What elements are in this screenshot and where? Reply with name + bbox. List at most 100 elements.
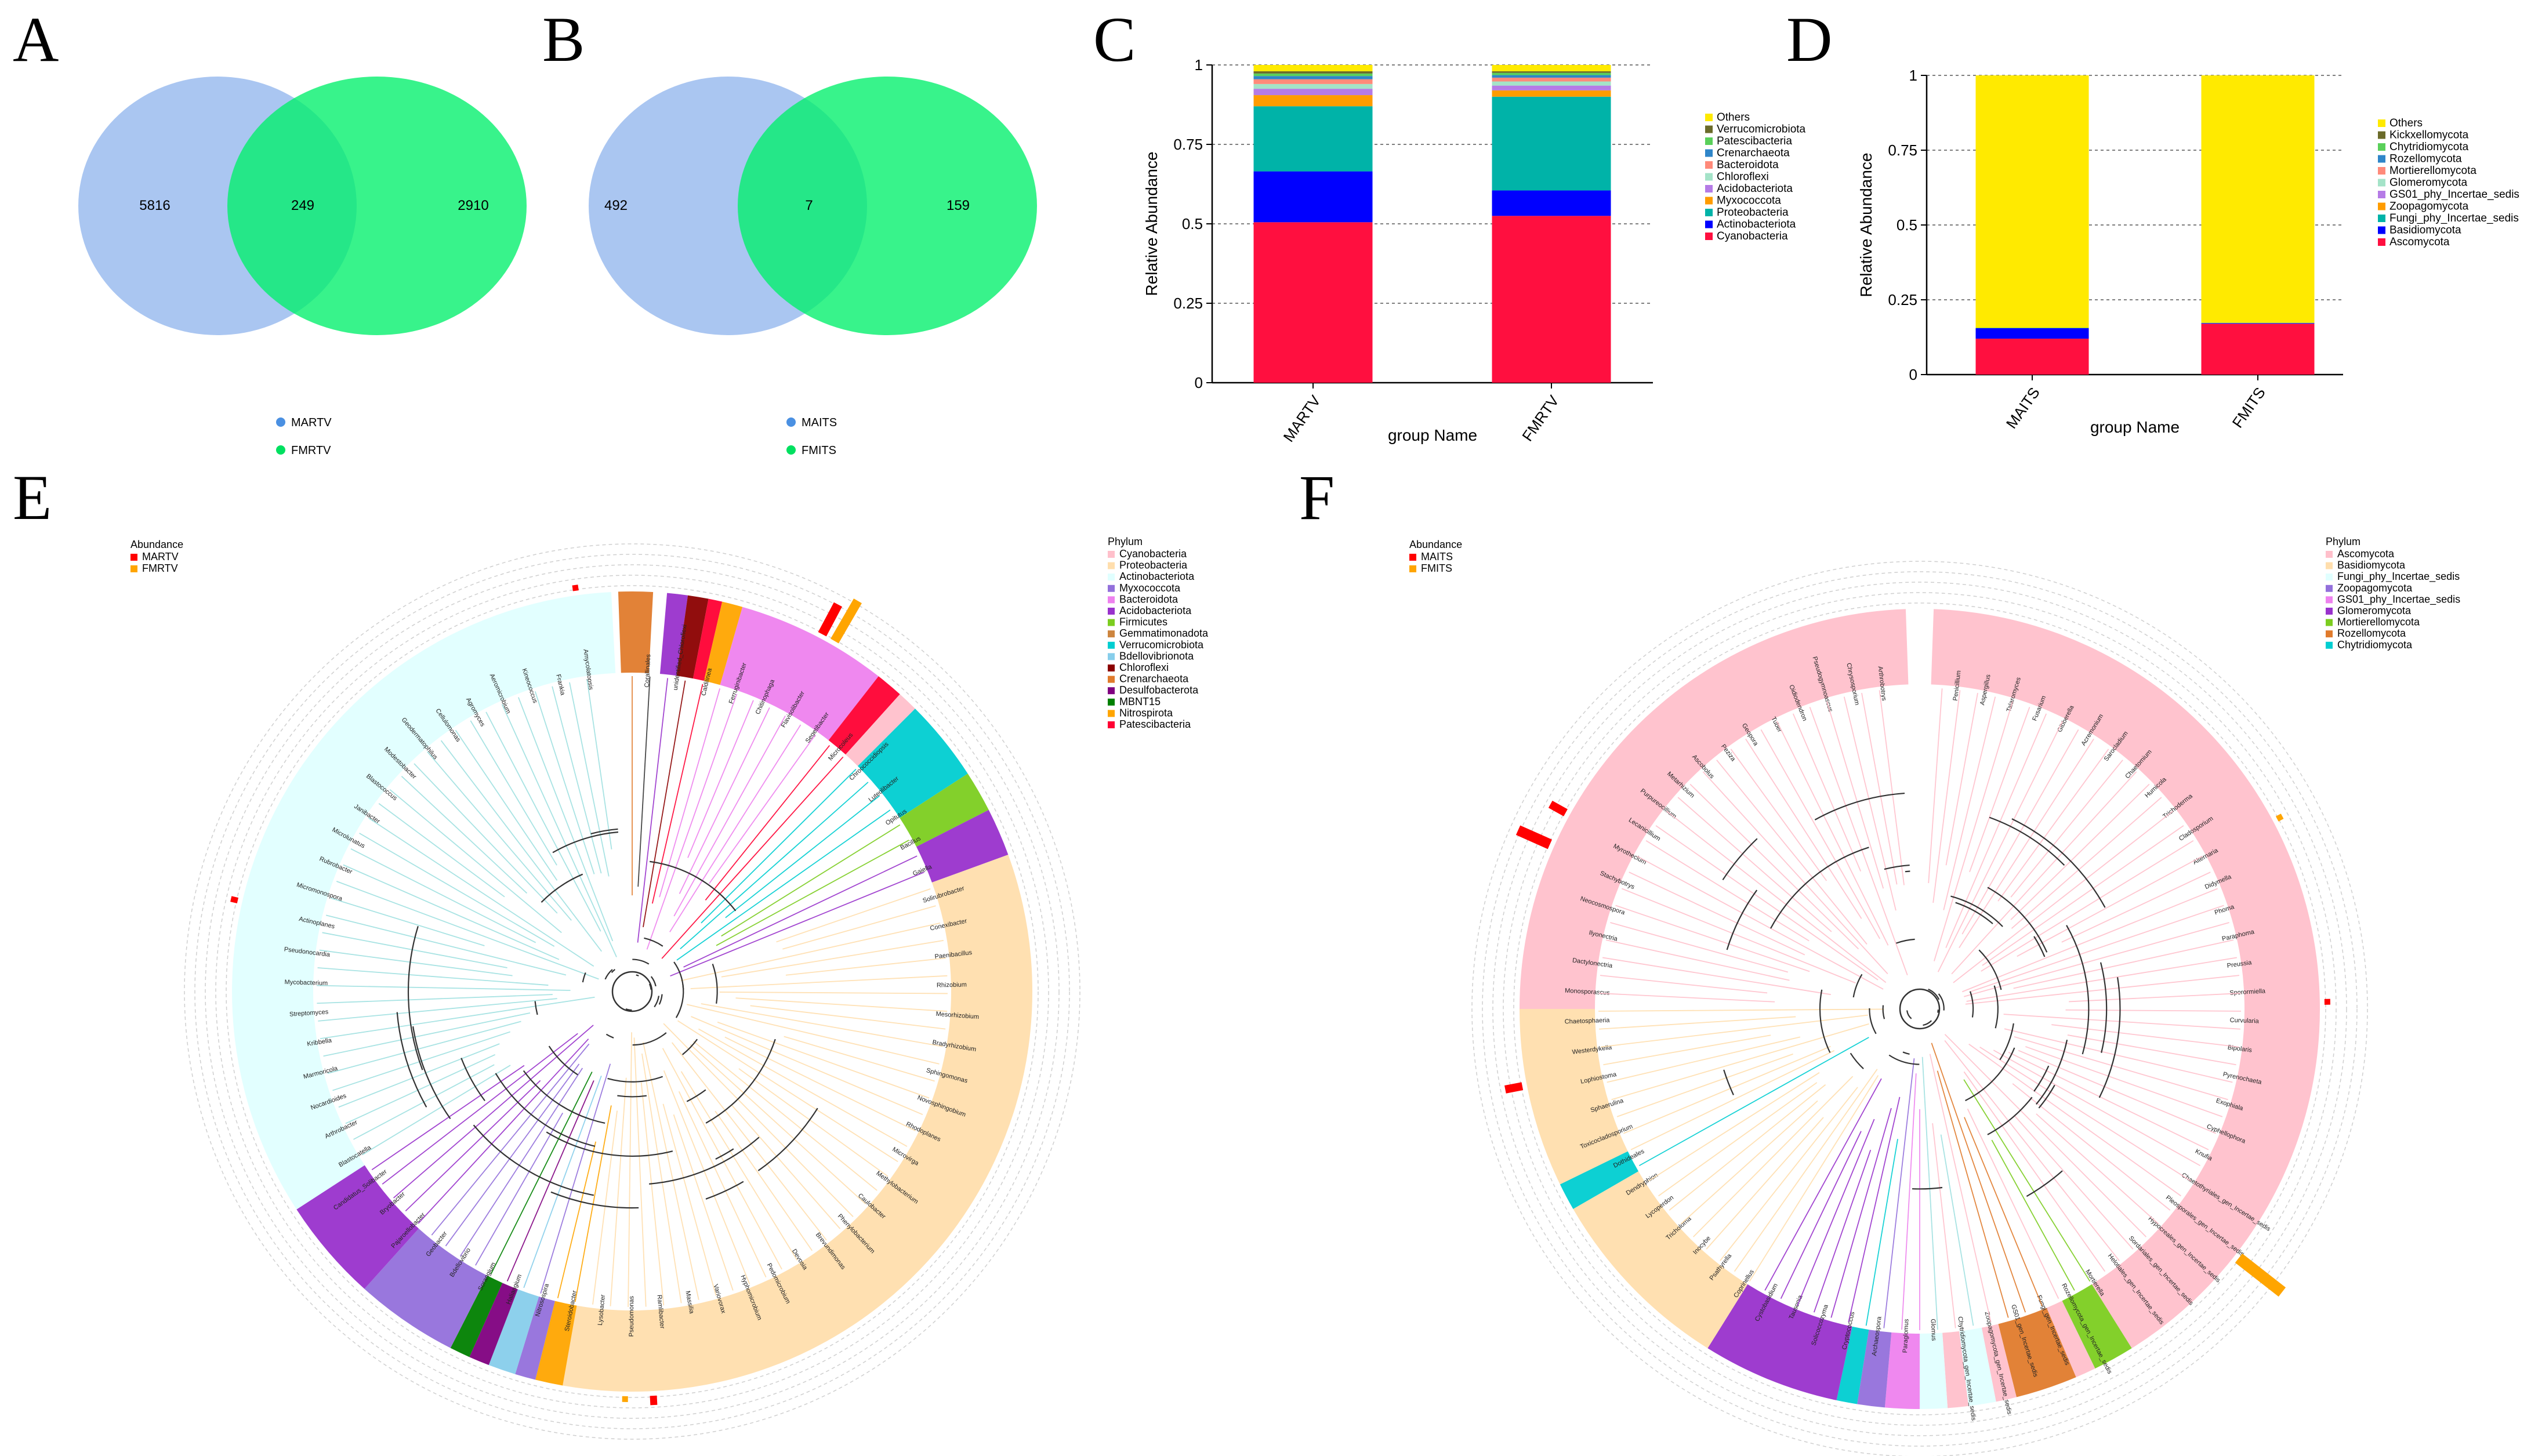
legend-swatch-c-5 [1705,173,1713,181]
tree-branch-f-95 [1666,811,1887,983]
tree-branch-e-35 [691,1016,923,1115]
tip-label-f-34: Glomus [1929,1319,1937,1341]
tree-branch-e-6 [646,693,738,950]
tree-arc-e-22 [495,1073,596,1147]
tree-branch-f-94 [1655,825,1879,981]
bar-segment-c-fmrtv-3 [1492,90,1611,97]
legend-label-d-9: Basidiomycota [2389,224,2461,237]
tree-arc-e-25 [649,1137,760,1185]
bar-segment-c-fmrtv-0 [1492,216,1611,383]
tree-branch-f-57 [1883,1058,1915,1328]
tree-branch-e-17 [676,809,891,961]
bar-segment-d-maits-1 [1975,328,2089,339]
phylum-legend-label-f-5: Glomeromycota [2337,605,2412,616]
tree-branch-e-16 [725,795,880,918]
tree-branch-e-51 [662,1103,717,1296]
phylum-legend-swatch-e-2 [1108,573,1115,581]
bar-segment-d-maits-2 [1975,328,2089,329]
tree-branch-f-89 [1615,905,1810,972]
outer-ring-f-3 [1482,571,2358,1447]
x-axis-title-d: group Name [2090,418,2180,436]
phylum-legend-swatch-e-0 [1108,551,1115,558]
tree-branch-f-0 [1928,688,1943,883]
tree-arc-f-2 [1969,991,1974,1018]
tree-branch-e-3 [643,680,686,928]
tree-branch-f-6 [1945,713,2047,948]
tree-branch-f-11 [2010,760,2123,898]
abundance-bar-e-1 [831,598,862,644]
tree-branch-f-82 [1599,1016,1796,1030]
abundance-legend-label-f-1: FMITS [1421,562,1452,574]
venn-a-right-circle [227,77,527,335]
tree-arc-e-38 [617,1095,647,1098]
y-tick-label-c-4: 1 [1195,56,1203,74]
tree-branch-e-28 [719,992,948,994]
tree-branch-e-46 [680,1071,798,1261]
tree-branch-f-92 [1637,855,1884,990]
phylum-sector-e-5 [720,607,879,740]
abundance-legend-title-f: Abundance [1409,539,1462,550]
tree-branch-e-4 [651,684,704,904]
tree-branch-f-42 [2014,1116,2134,1250]
tree-arc-f-4 [2033,1065,2050,1092]
legend-swatch-c-4 [1705,161,1713,169]
tree-arc-e-13 [611,969,616,973]
venn-a-legend-label-2: FMRTV [291,444,331,457]
phylum-sector-e-15 [469,1283,518,1366]
tree-arc-e-24 [590,828,618,834]
phylum-sector-f-11 [1707,1284,1852,1400]
tree-arc-f-3 [1987,887,2048,953]
venn-b-right-circle [738,77,1037,335]
legend-swatch-d-7 [2378,202,2385,210]
tree-arc-f-26 [1882,1005,1885,1019]
abundance-legend-label-e-1: FMRTV [142,562,178,574]
tree-arc-f-15 [1726,889,1758,950]
bar-segment-d-fmits-0 [2201,324,2315,375]
panel-letter-e: E [13,462,52,533]
tree-branch-e-18 [721,824,901,937]
tree-branch-f-49 [1931,1043,2026,1313]
tree-branch-f-24 [1966,957,2238,1002]
x-axis-title-c: group Name [1388,426,1477,444]
abundance-bar-f-1 [1548,800,1568,816]
tree-branch-e-80 [323,1012,531,1057]
tree-branch-f-52 [1940,1134,1974,1326]
tree-branch-f-76 [1623,1045,1831,1134]
tree-arc-f-38 [1884,864,1910,870]
bar-segment-c-fmrtv-2 [1492,96,1611,191]
phylum-sector-f-15 [1519,609,1909,1009]
tree-arc-f-16 [1722,838,1758,881]
venn-a-right-count: 2910 [458,198,488,213]
tree-branch-e-108 [569,682,610,877]
abundance-bar-e-4 [230,896,239,903]
tree-branch-f-71 [1669,1084,1826,1211]
tree-branch-e-30 [750,1005,946,1030]
tree-branch-f-65 [1749,1075,1879,1282]
tree-branch-f-77 [1616,1053,1793,1117]
tree-arc-e-7 [632,958,650,965]
tree-branch-e-19 [716,840,909,946]
tree-arc-e-10 [607,1076,663,1083]
tree-branch-f-45 [1963,1079,2091,1282]
tree-branch-e-100 [440,740,603,952]
tree-root-f [1899,988,1941,1030]
legend-label-c-2: Patescibacteria [1717,135,1792,147]
venn-diagram-b: 492 7 159 MAITS FMITS [589,77,1037,457]
tree-arc-f-12 [2033,936,2046,957]
phylum-legend-swatch-f-8 [2326,641,2333,649]
phylum-legend-label-e-7: Gemmatimonadota [1119,627,1209,639]
tip-label-e-49: Streptomyces [289,1008,329,1018]
venn-a-left-count: 5816 [139,198,170,213]
tree-branch-e-62 [523,1075,602,1288]
tree-branch-e-99 [427,751,572,921]
y-tick-label-c-2: 0.5 [1182,215,1203,233]
tree-arc-f-7 [1987,1096,2033,1135]
phylum-legend-swatch-e-13 [1108,698,1115,706]
venn-a-legend-label-1: MARTV [291,416,332,429]
tree-arc-f-20 [1896,938,1915,944]
tree-branch-e-50 [673,1114,734,1291]
bar-segment-c-martv-2 [1253,106,1373,172]
venn-b-left-count: 492 [604,198,628,213]
tree-branch-f-3 [1943,696,1996,910]
tree-branch-e-45 [715,1110,813,1251]
